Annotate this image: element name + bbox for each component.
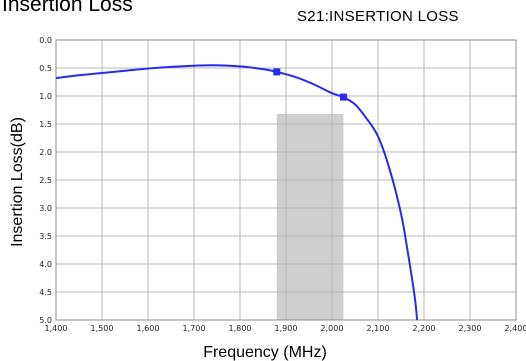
tick-labels: 1,400 1,500 1,600 1,700 1,800 1,900 2,000 2,100… (39, 36, 526, 333)
marker-layer (273, 68, 347, 101)
chart-grid (55, 39, 517, 321)
y-tick-label: 5.0 (39, 316, 52, 325)
y-tick-label: 1.5 (39, 120, 52, 129)
passband-region (276, 113, 344, 320)
x-tick-label: 1,500 (91, 324, 114, 333)
x-tick-label: 1,600 (137, 324, 160, 333)
y-tick-label: 2.0 (39, 148, 52, 157)
y-axis-title: Insertion Loss(dB) (9, 117, 26, 247)
y-tick-label: 3.0 (39, 204, 52, 213)
plot-frame (55, 39, 517, 321)
chart-title: S21:INSERTION LOSS (297, 8, 459, 25)
x-tick-label: 2,100 (367, 324, 390, 333)
x-tick-label: 2,400 (505, 324, 526, 333)
y-tick-label: 4.0 (39, 260, 52, 269)
y-tick-label: 1.0 (39, 92, 52, 101)
data-marker-1 (273, 68, 281, 76)
y-tick-label: 0.5 (39, 64, 52, 73)
x-tick-label: 2,200 (413, 324, 436, 333)
y-tick-label: 0.0 (39, 36, 52, 45)
x-tick-label: 2,300 (459, 324, 482, 333)
series-line-0 (56, 64, 419, 320)
y-tick-label: 2.5 (39, 176, 52, 185)
page-title: Insertion Loss (2, 0, 133, 16)
y-tick-label: 4.5 (39, 288, 52, 297)
x-tick-label: 1,900 (275, 324, 298, 333)
data-marker-2 (340, 93, 347, 101)
x-tick-label: 2,000 (321, 324, 344, 333)
x-tick-label: 1,800 (229, 324, 252, 333)
y-tick-label: 3.5 (39, 232, 52, 241)
x-axis-title: Frequency (MHz) (203, 344, 327, 361)
passband-rect (276, 113, 344, 320)
x-tick-label: 1,700 (183, 324, 206, 333)
series-layer (56, 64, 419, 320)
x-tick-label: 1,400 (45, 324, 68, 333)
